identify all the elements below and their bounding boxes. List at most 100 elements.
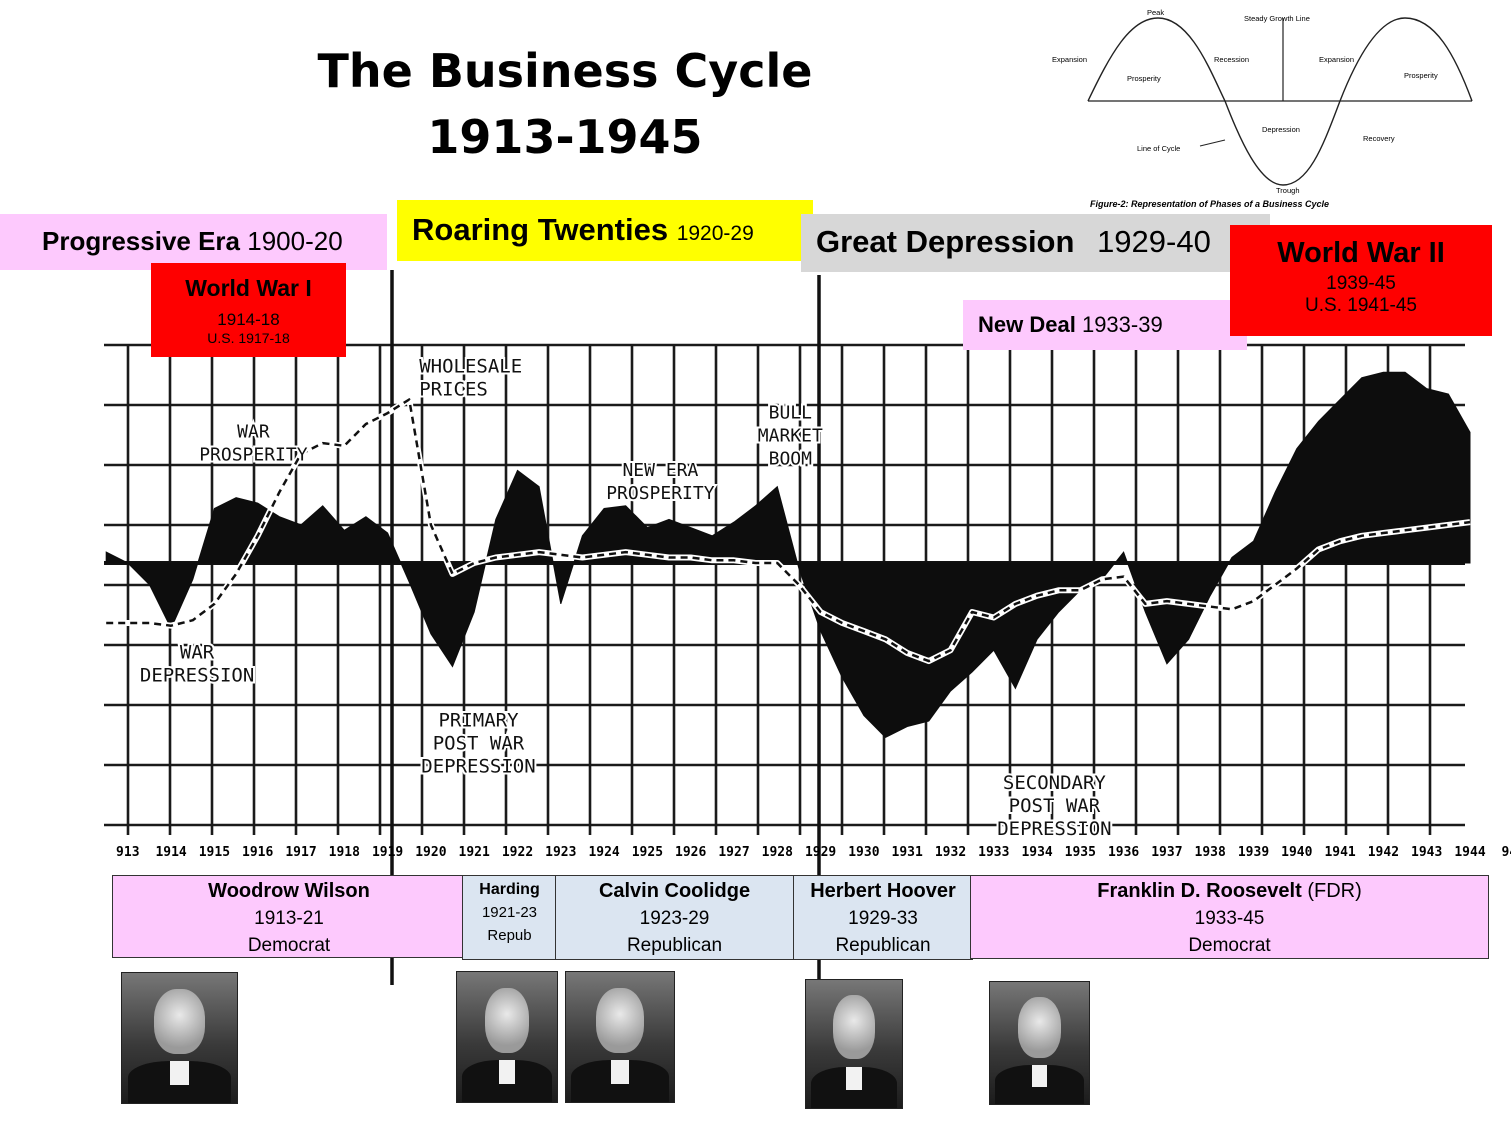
- x-tick-label: 1923: [545, 845, 576, 860]
- chart-annotation: DEPRESSION: [140, 664, 254, 686]
- president-harding: Harding 1921-23 Repub: [462, 875, 557, 960]
- x-tick-label: 1933: [978, 845, 1009, 860]
- war-years: 1914-18: [217, 310, 280, 329]
- x-tick-label: 1919: [372, 845, 403, 860]
- chart-annotation: WHOLESALE: [419, 355, 522, 377]
- x-tick-label: 1921: [459, 845, 490, 860]
- series-line-wholesale-prices: [106, 398, 1471, 663]
- president-name: Woodrow Wilson: [208, 880, 370, 902]
- x-tick-label: 1937: [1151, 845, 1182, 860]
- war-years: 1939-45: [1326, 273, 1396, 294]
- x-tick-label: 1932: [935, 845, 966, 860]
- chart-annotation: NEW ERA: [622, 460, 698, 481]
- president-years: 1921-23: [481, 904, 538, 921]
- x-tick-label: 1943: [1411, 845, 1442, 860]
- chart-annotation: PRICES: [419, 378, 488, 400]
- x-tick-label: 1930: [848, 845, 879, 860]
- x-tick-label: 1926: [675, 845, 706, 860]
- era-new-deal: New Deal 1933-39: [963, 300, 1247, 350]
- war-box-ww1: World War I 1914-18 U.S. 1917-18: [151, 263, 346, 357]
- president-name: Herbert Hoover: [810, 880, 956, 902]
- chart-annotation: MARKET: [758, 426, 823, 447]
- x-tick-label: 913: [116, 845, 139, 860]
- president-fdr: Franklin D. Roosevelt (FDR) 1933-45 Demo…: [970, 875, 1489, 959]
- war-us-years: U.S. 1917-18: [207, 330, 290, 346]
- president-years: 1933-45: [1194, 908, 1265, 929]
- war-box-ww2: World War II 1939-45 U.S. 1941-45: [1230, 225, 1492, 336]
- president-name-suffix: (FDR): [1307, 880, 1362, 902]
- title-line-1: The Business Cycle: [317, 44, 813, 98]
- chart-annotation: DEPRESSION: [421, 756, 535, 778]
- chart-annotation: PROSPERITY: [199, 445, 308, 466]
- chart-annotation: WAR: [237, 422, 270, 443]
- x-tick-label: 1928: [762, 845, 793, 860]
- x-tick-label: 1934: [1021, 845, 1052, 860]
- era-progressive: Progressive Era 1900-20: [0, 214, 387, 270]
- x-tick-label: 1941: [1324, 845, 1355, 860]
- president-party: Repub: [487, 927, 532, 944]
- president-party: Republican: [626, 935, 723, 956]
- era-years: 1900-20: [247, 226, 343, 256]
- cycle-label: Depression: [1262, 125, 1300, 134]
- president-party: Democrat: [247, 935, 331, 956]
- chart-annotation: SECONDARY: [1003, 772, 1107, 794]
- cycle-wave: [1087, 17, 1473, 186]
- chart-annotation: PROSPERITY: [606, 483, 715, 504]
- era-roaring-twenties: Roaring Twenties 1920-29: [397, 200, 813, 261]
- cycle-label: Steady Growth Line: [1244, 14, 1310, 23]
- cycle-label: Recession: [1214, 55, 1249, 64]
- x-tick-label: 1915: [199, 845, 230, 860]
- x-tick-label: 1931: [892, 845, 923, 860]
- cycle-label: Prosperity: [1127, 74, 1161, 83]
- era-years: 1920-29: [676, 222, 754, 245]
- page-title: The Business Cycle 1913-1945: [230, 38, 900, 170]
- era-name: Roaring Twenties: [412, 212, 669, 247]
- x-tick-label: 1914: [155, 845, 186, 860]
- x-tick-label: 1944: [1454, 845, 1485, 860]
- war-name: World War I: [185, 275, 312, 301]
- x-tick-label: 1917: [285, 845, 316, 860]
- x-tick-label: 1927: [718, 845, 749, 860]
- era-great-depression: Great Depression 1929-40: [801, 214, 1270, 272]
- president-years: 1929-33: [848, 908, 918, 929]
- era-name: Progressive Era: [42, 226, 241, 256]
- president-coolidge: Calvin Coolidge 1923-29 Republican: [555, 875, 794, 960]
- x-tick-label: 1929: [805, 845, 836, 860]
- president-name: Calvin Coolidge: [598, 880, 751, 902]
- president-party: Democrat: [1188, 935, 1271, 956]
- portrait-coolidge: [565, 971, 675, 1103]
- portrait-fdr: [989, 981, 1090, 1105]
- president-wilson: Woodrow Wilson 1913-21 Democrat: [112, 875, 466, 958]
- portrait-hoover: [805, 979, 903, 1109]
- cycle-caption: Figure-2: Representation of Phases of a …: [1090, 199, 1329, 209]
- president-party: Republican: [835, 935, 931, 956]
- war-us-years: U.S. 1941-45: [1305, 295, 1417, 316]
- x-tick-label: 1936: [1108, 845, 1139, 860]
- business-cycle-diagram: Peak Steady Growth Line Expansion Recess…: [1040, 0, 1511, 210]
- title-line-2: 1913-1945: [427, 110, 703, 164]
- x-tick-label: 945: [1502, 845, 1511, 860]
- x-tick-label: 1918: [329, 845, 360, 860]
- era-name: Great Depression: [816, 224, 1075, 259]
- x-tick-label: 1924: [588, 845, 619, 860]
- series-area-business-activity: [105, 371, 1471, 739]
- cycle-label: Peak: [1147, 8, 1164, 17]
- chart-annotation: PRIMARY: [438, 710, 519, 732]
- x-tick-label: 1920: [415, 845, 446, 860]
- x-tick-label: 1922: [502, 845, 533, 860]
- portrait-harding: [456, 971, 558, 1103]
- x-tick-label: 1935: [1065, 845, 1096, 860]
- cycle-label: Recovery: [1363, 134, 1395, 143]
- portrait-wilson: [121, 972, 238, 1104]
- president-years: 1913-21: [254, 908, 324, 929]
- cycle-label: Expansion: [1052, 55, 1087, 64]
- president-years: 1923-29: [639, 908, 710, 929]
- chart-annotation: BULL: [769, 403, 813, 424]
- era-years: 1933-39: [1081, 312, 1163, 337]
- president-name: Harding: [479, 881, 540, 898]
- cycle-label: Trough: [1276, 186, 1300, 195]
- cycle-label: Line of Cycle: [1137, 144, 1180, 153]
- x-tick-label: 1938: [1195, 845, 1226, 860]
- cycle-label: Prosperity: [1404, 71, 1438, 80]
